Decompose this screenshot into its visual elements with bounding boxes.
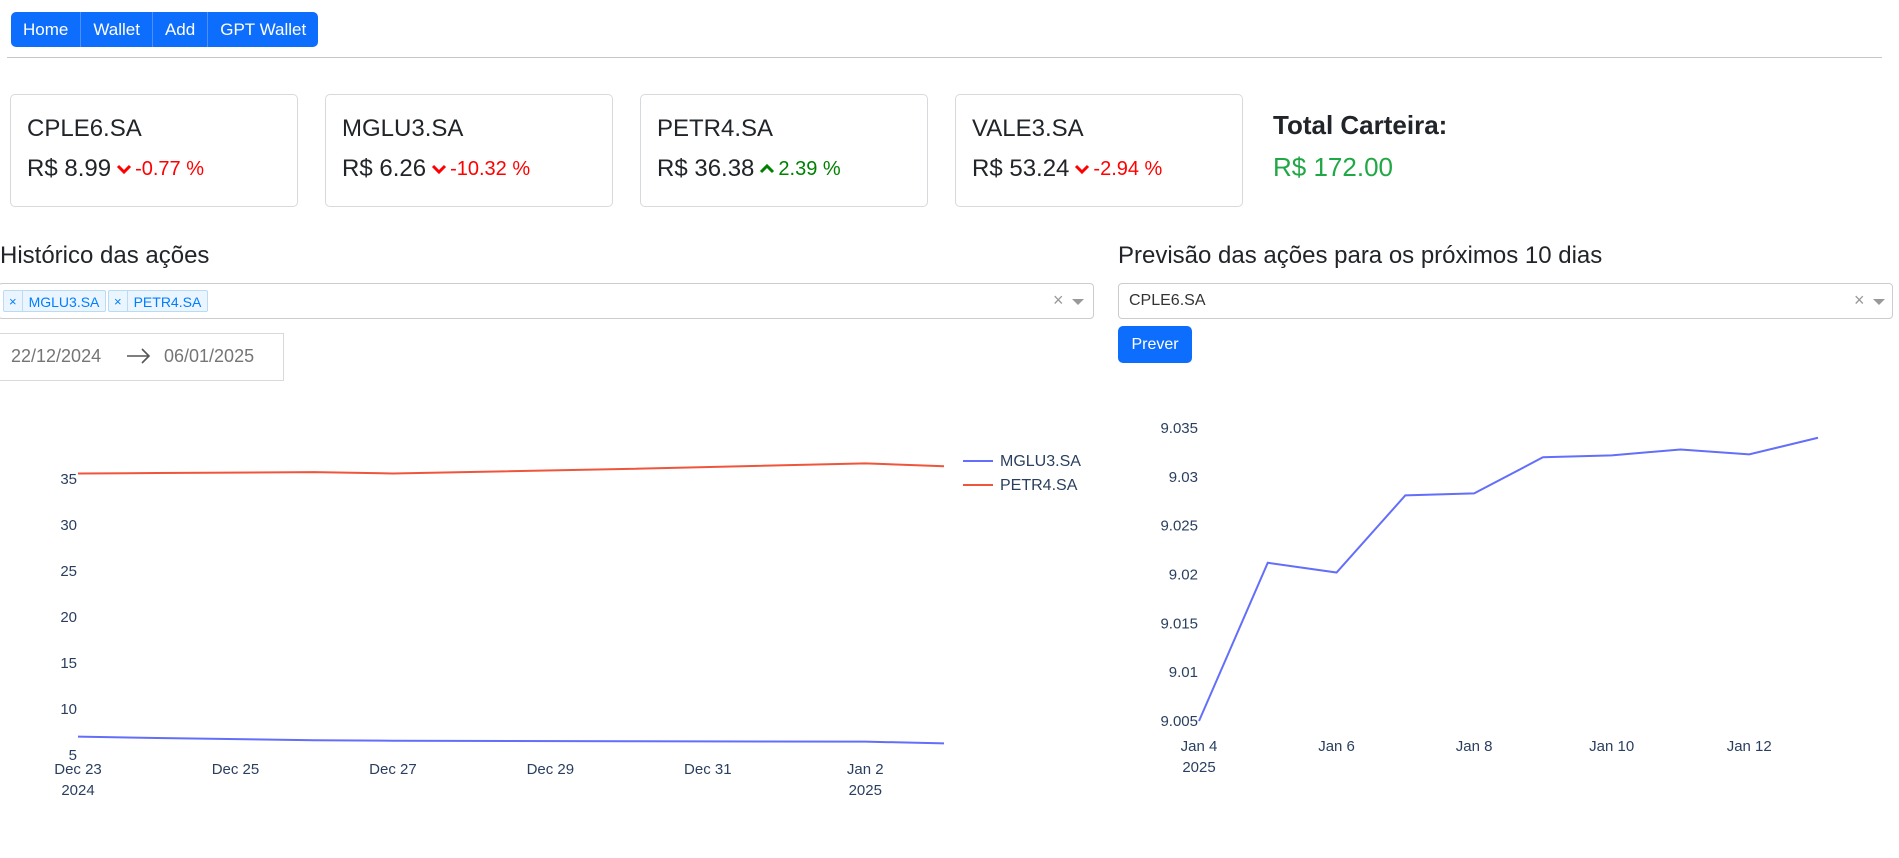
stock-ticker: PETR4.SA <box>657 115 774 142</box>
y-tick-label: 20 <box>60 609 77 626</box>
x-tick-label: Jan 4 2025 <box>1181 738 1218 776</box>
remove-tag-icon[interactable]: × <box>4 291 23 311</box>
forecast-title: Previsão das ações para os próximos 10 d… <box>1118 242 1603 269</box>
stock-card: MGLU3.SA R$ 6.26 -10.32 % <box>325 94 613 207</box>
stock-change: -2.94 % <box>1093 157 1163 180</box>
x-tick-label: Jan 6 <box>1318 738 1355 755</box>
end-date-input[interactable]: 06/01/2025 <box>164 346 255 366</box>
x-tick-label: Jan 8 <box>1456 738 1493 755</box>
y-tick-label: 30 <box>60 517 77 534</box>
stock-card: PETR4.SA R$ 36.38 2.39 % <box>640 94 928 207</box>
tag-label: PETR4.SA <box>133 294 202 310</box>
x-tick-label: Dec 27 <box>369 761 417 778</box>
dropdown-arrow-icon[interactable] <box>1072 299 1084 305</box>
forecast-stock-select[interactable]: CPLE6.SA × <box>1118 283 1893 319</box>
stock-change: -0.77 % <box>135 157 204 180</box>
y-tick-label: 5 <box>69 747 77 764</box>
chevron-down-icon <box>1075 164 1090 175</box>
chevron-down-icon <box>432 164 447 175</box>
y-tick-label: 9.03 <box>1169 469 1198 486</box>
chevron-down-icon <box>117 164 132 175</box>
clear-selection-icon[interactable]: × <box>1854 290 1865 310</box>
header-divider <box>7 57 1882 58</box>
start-date-input[interactable]: 22/12/2024 <box>11 346 102 366</box>
series-line-petr4-sa <box>77 462 945 475</box>
stock-price: R$ 6.26 <box>342 155 427 182</box>
x-tick-label: Jan 12 <box>1727 738 1772 755</box>
stock-change: 2.39 % <box>778 157 841 180</box>
y-tick-label: 10 <box>60 701 77 718</box>
y-tick-label: 9.035 <box>1160 420 1198 437</box>
y-tick-label: 9.025 <box>1160 518 1198 535</box>
tag-label: MGLU3.SA <box>28 294 100 310</box>
y-tick-label: 9.015 <box>1160 615 1198 632</box>
y-tick-label: 35 <box>60 471 77 488</box>
selected-value: CPLE6.SA <box>1129 292 1206 309</box>
chevron-up-icon <box>760 163 775 174</box>
x-tick-label: Jan 2 2025 <box>847 761 884 799</box>
navbar: Home Wallet Add GPT Wallet <box>11 12 319 47</box>
selected-tag: × MGLU3.SA <box>3 290 107 312</box>
legend-label[interactable]: MGLU3.SA <box>1000 453 1081 470</box>
nav-gpt-wallet-button[interactable]: GPT Wallet <box>208 12 319 47</box>
stock-price: R$ 36.38 <box>657 155 755 182</box>
x-tick-label: Dec 23 2024 <box>54 761 102 799</box>
stock-card: CPLE6.SA R$ 8.99 -0.77 % <box>10 94 298 207</box>
clear-selection-icon[interactable]: × <box>1053 290 1064 310</box>
stock-ticker: CPLE6.SA <box>27 115 142 142</box>
nav-home-button[interactable]: Home <box>11 12 82 47</box>
total-wallet-label: Total Carteira: <box>1273 110 1448 140</box>
date-range-picker[interactable]: 22/12/2024 06/01/2025 <box>0 333 284 381</box>
remove-tag-icon[interactable]: × <box>109 291 128 311</box>
stock-price: R$ 8.99 <box>27 155 112 182</box>
x-tick-label: Jan 10 <box>1589 738 1634 755</box>
y-tick-label: 9.02 <box>1169 567 1198 584</box>
dropdown-arrow-icon[interactable] <box>1873 299 1885 305</box>
series-line-mglu3-sa <box>77 735 945 745</box>
series-line-cple6-sa <box>1198 436 1819 722</box>
history-stock-multiselect[interactable]: × MGLU3.SA × PETR4.SA × <box>0 283 1094 319</box>
nav-add-button[interactable]: Add <box>152 12 209 47</box>
total-wallet-value: R$ 172.00 <box>1273 152 1393 182</box>
history-chart: 5 10 15 20 25 30 35 Dec 23 2024 Dec 25 Dec 27 Dec 2… <box>54 453 1081 799</box>
y-tick-label: 9.01 <box>1169 664 1198 681</box>
arrow-right-icon <box>127 348 151 364</box>
y-tick-label: 15 <box>60 655 77 672</box>
legend-label[interactable]: PETR4.SA <box>1000 477 1078 494</box>
stock-change: -10.32 % <box>450 157 531 180</box>
selected-tag: × PETR4.SA <box>108 290 209 312</box>
x-tick-label: Dec 31 <box>684 761 732 778</box>
history-title: Histórico das ações <box>0 242 210 269</box>
stock-ticker: MGLU3.SA <box>342 115 464 142</box>
y-tick-label: 25 <box>60 563 77 580</box>
prever-button[interactable]: Prever <box>1118 326 1192 363</box>
x-tick-label: Dec 25 <box>212 761 260 778</box>
stock-ticker: VALE3.SA <box>972 115 1084 142</box>
y-tick-label: 9.005 <box>1160 713 1198 730</box>
x-tick-label: Dec 29 <box>527 761 575 778</box>
forecast-chart: 9.005 9.01 9.015 9.02 9.025 9.03 9.035 Jan 4 202… <box>1160 420 1819 776</box>
nav-wallet-button[interactable]: Wallet <box>81 12 153 47</box>
stock-price: R$ 53.24 <box>972 155 1070 182</box>
stock-card: VALE3.SA R$ 53.24 -2.94 % <box>955 94 1243 207</box>
